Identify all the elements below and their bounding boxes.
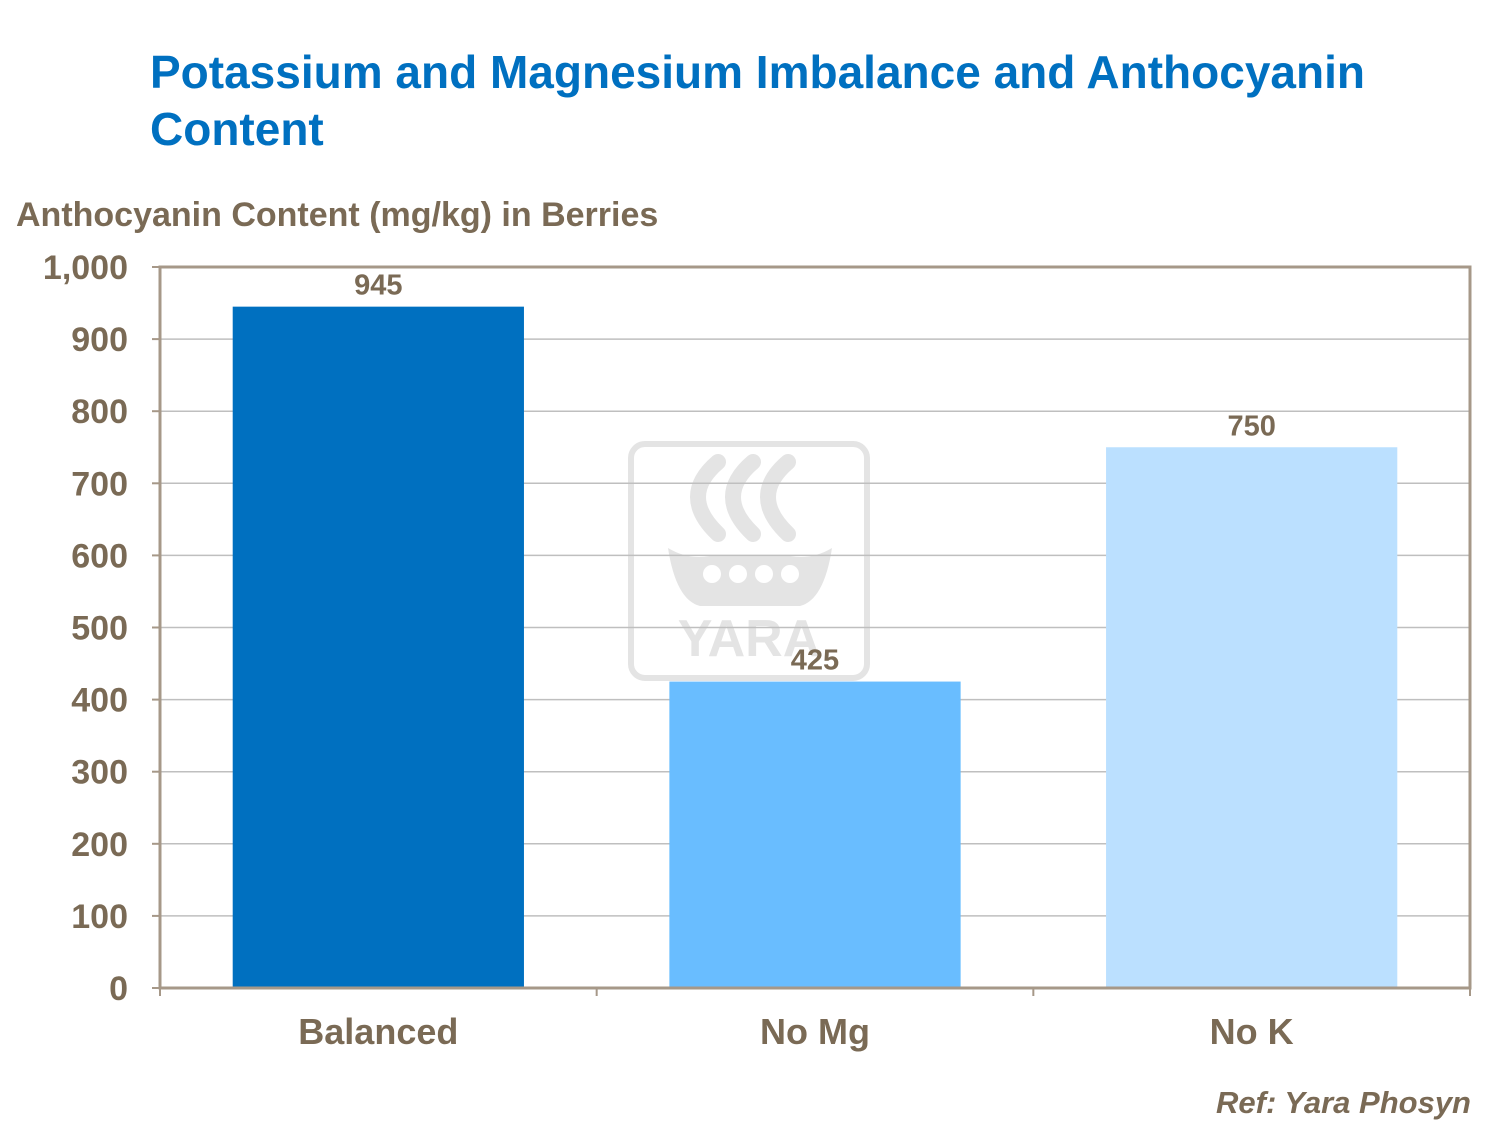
ship-hull-icon — [668, 548, 832, 606]
bar-balanced — [232, 306, 524, 988]
x-category-label: No K — [1210, 1011, 1294, 1052]
y-tick-label: 300 — [71, 754, 128, 792]
bar-no-k — [1106, 447, 1398, 988]
y-tick-label: 600 — [71, 537, 128, 575]
y-tick-label: 800 — [71, 393, 128, 431]
yara-logo-watermark: YARA — [628, 441, 870, 681]
shield-icon — [729, 565, 747, 583]
y-tick-label: 200 — [71, 826, 128, 864]
watermark-text: YARA — [678, 610, 821, 668]
sail-icon — [690, 454, 726, 542]
shield-icon — [781, 565, 799, 583]
data-label: 425 — [791, 645, 839, 677]
bar-no-mg — [669, 681, 961, 988]
y-tick-label: 500 — [71, 610, 128, 648]
y-axis-label: Anthocyanin Content (mg/kg) in Berries — [16, 196, 659, 234]
data-label: 945 — [354, 270, 402, 302]
x-axis-ticks: Balanced No Mg No K — [159, 988, 1471, 1052]
y-tick-label: 700 — [71, 465, 128, 503]
data-labels: 945 425 750 — [354, 270, 1276, 677]
sail-icon — [760, 454, 796, 542]
shield-icon — [703, 565, 721, 583]
reference-note: Ref: Yara Phosyn — [1216, 1085, 1471, 1120]
sail-icon — [725, 454, 761, 542]
y-tick-label: 100 — [71, 898, 128, 936]
chart-title: Potassium and Magnesium Imbalance and An… — [150, 46, 1365, 155]
y-axis-ticks: 0 100 200 300 400 500 600 700 800 900 1,000 — [43, 249, 160, 1008]
y-tick-label: 0 — [109, 970, 128, 1008]
x-category-label: No Mg — [760, 1011, 870, 1052]
y-tick-label: 1,000 — [43, 249, 128, 287]
shield-icon — [755, 565, 773, 583]
watermark-frame — [628, 441, 870, 681]
x-category-label: Balanced — [298, 1011, 458, 1052]
bars — [232, 306, 1398, 988]
y-tick-label: 400 — [71, 682, 128, 720]
data-label: 750 — [1227, 410, 1275, 442]
y-tick-label: 900 — [71, 321, 128, 359]
